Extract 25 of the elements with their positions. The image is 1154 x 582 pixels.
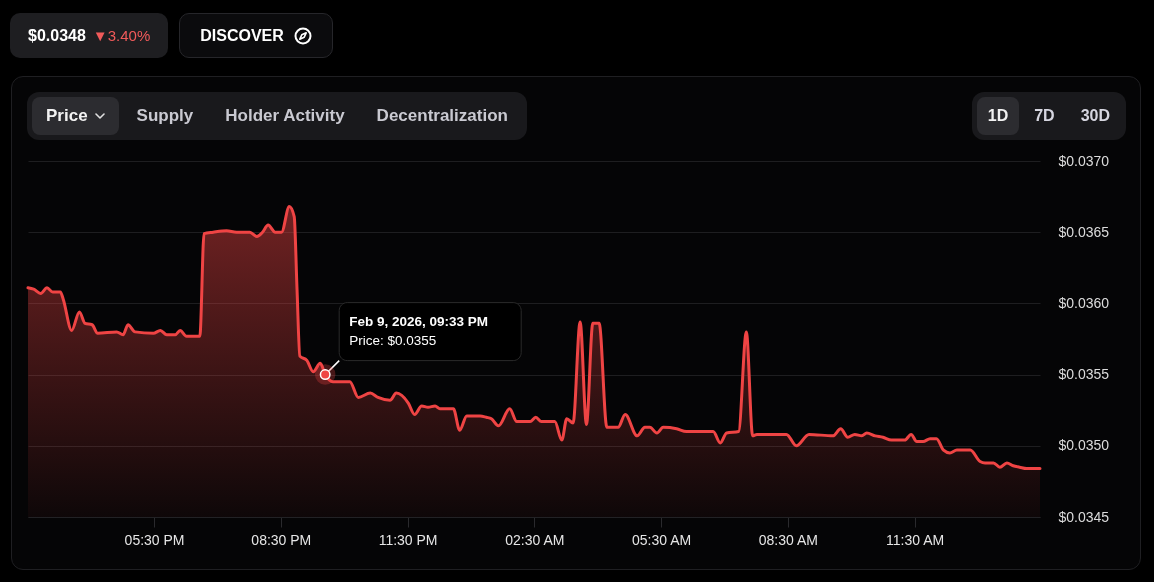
text: $0.0348 bbox=[28, 26, 86, 45]
x-tick-label: 02:30 AM bbox=[505, 531, 565, 548]
x-tick-label: 05:30 AM bbox=[632, 531, 692, 548]
x-tick-label: 08:30 PM bbox=[251, 531, 312, 548]
y-tick-label: $0.0360 bbox=[1058, 294, 1110, 311]
annotation: Price: $0.0355 bbox=[349, 333, 437, 349]
text: 7D bbox=[1034, 107, 1055, 125]
x-tick-label: 11:30 PM bbox=[378, 531, 438, 548]
y-tick-label: $0.0365 bbox=[1058, 223, 1110, 240]
text: 30D bbox=[1080, 107, 1110, 125]
y-tick-label: $0.0370 bbox=[1058, 152, 1110, 169]
y-tick-label: $0.0345 bbox=[1058, 508, 1110, 525]
annotation: Feb 9, 2026, 09:33 PM bbox=[349, 314, 489, 330]
text: 1D bbox=[987, 107, 1009, 125]
text: Holder Activity bbox=[225, 106, 345, 126]
text: ▼3.40% bbox=[92, 27, 151, 44]
x-tick-label: 08:30 AM bbox=[758, 531, 818, 548]
text: Decentralization bbox=[376, 106, 508, 126]
x-tick-label: 11:30 AM bbox=[886, 531, 945, 548]
y-tick-label: $0.0355 bbox=[1058, 366, 1110, 383]
x-tick-label: 05:30 PM bbox=[124, 531, 185, 548]
text: Price bbox=[46, 106, 88, 126]
text: DISCOVER bbox=[200, 26, 284, 45]
text: Supply bbox=[136, 106, 194, 126]
y-tick-label: $0.0350 bbox=[1058, 437, 1110, 454]
